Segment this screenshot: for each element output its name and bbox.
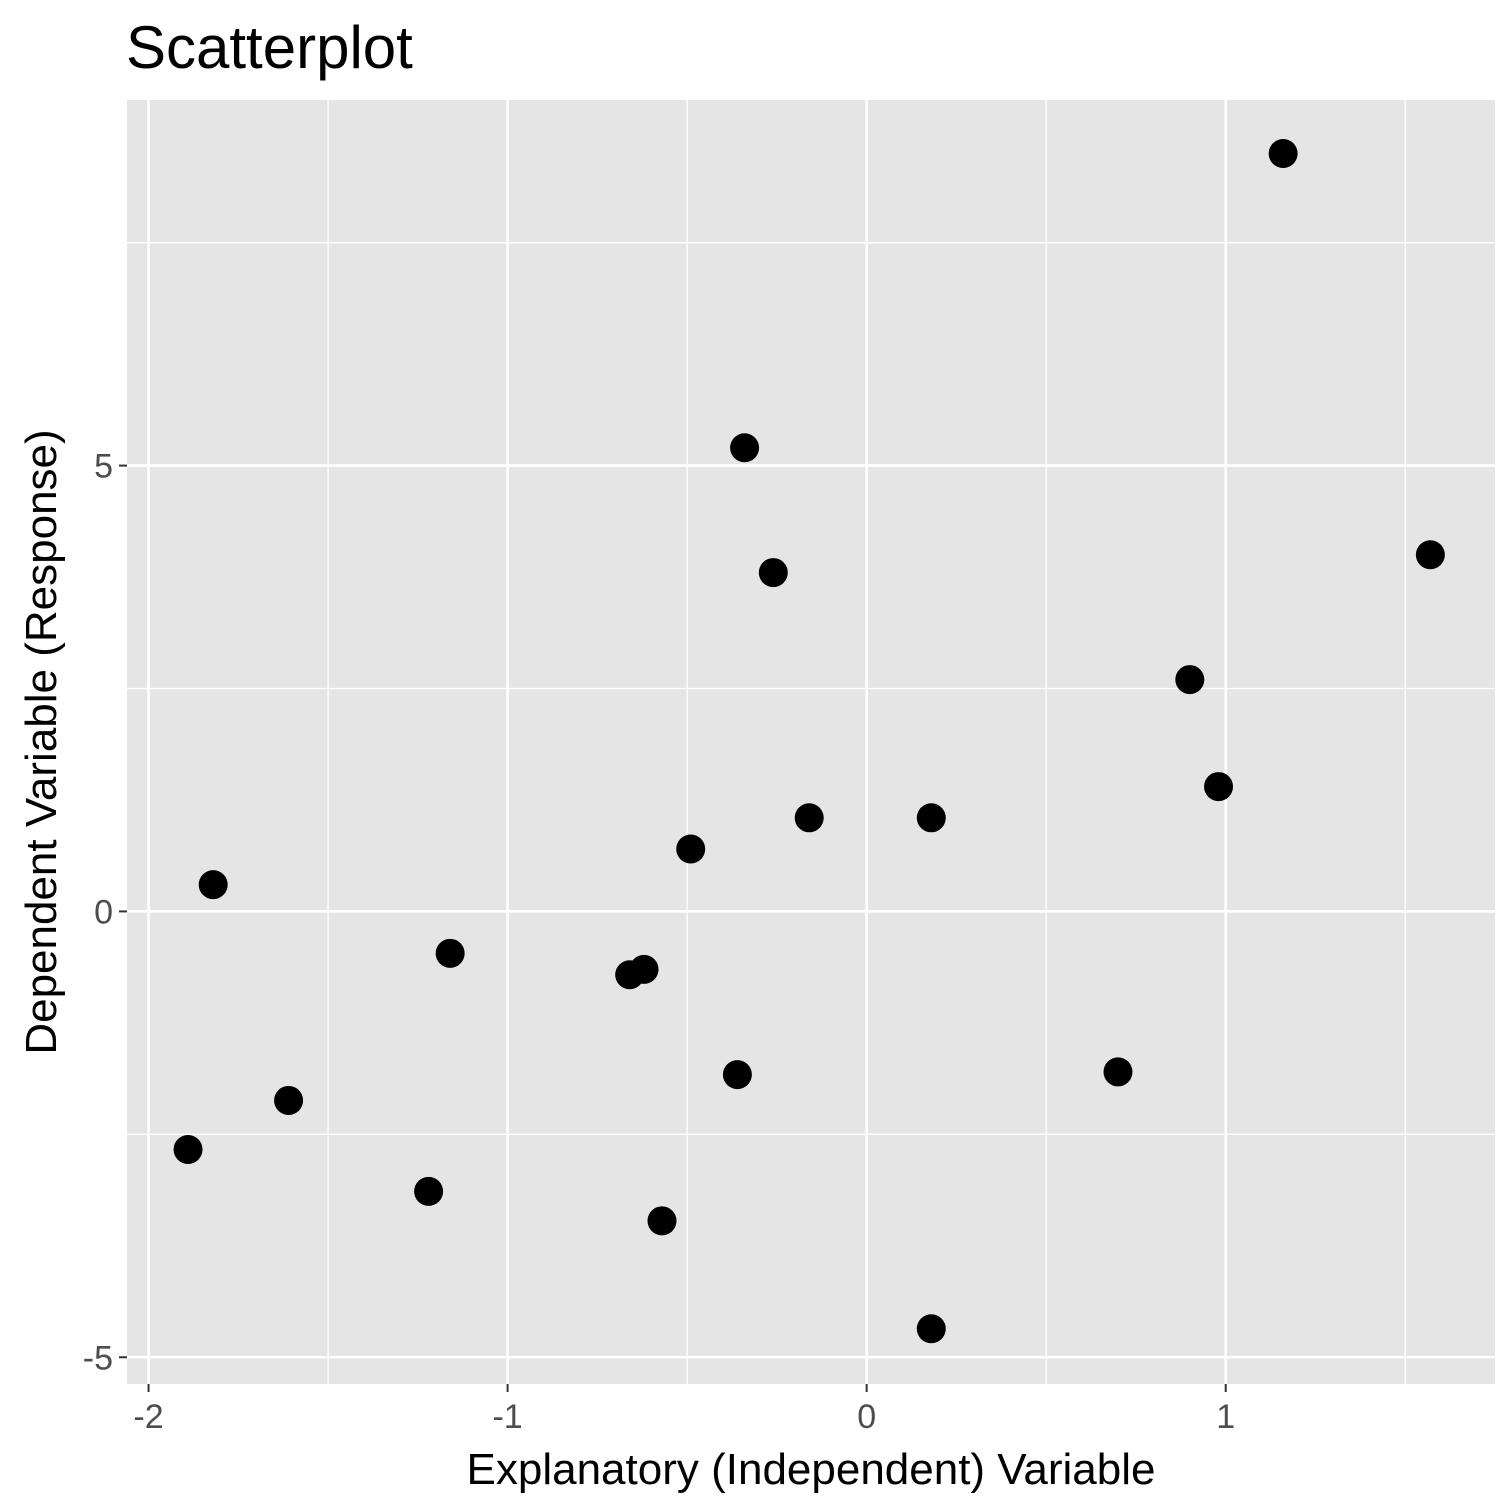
minor-gridlines [127,100,1495,1384]
data-point [173,1134,203,1164]
data-point [1103,1057,1133,1087]
y-axis: -5 0 5 [83,448,127,1377]
plot-panel [127,100,1495,1384]
x-tick-label: -1 [492,1398,522,1436]
x-axis-title: Explanatory (Independent) Variable [467,1445,1156,1494]
data-point [435,938,465,968]
data-points [173,139,1445,1344]
data-point [916,1314,946,1344]
x-tick-label: -2 [133,1398,163,1436]
y-axis-title: Dependent Variable (Response) [17,429,66,1054]
x-axis: -2 -1 0 1 [133,1384,1235,1436]
x-tick-label: 0 [857,1398,876,1436]
data-point [615,960,645,990]
data-point [794,803,824,833]
x-tick-label: 1 [1216,1398,1235,1436]
y-tick-label: -5 [83,1339,113,1377]
data-point [1415,540,1445,570]
data-point [274,1085,304,1115]
data-point [1175,665,1205,695]
y-tick-label: 0 [94,893,113,931]
data-point [676,834,706,864]
data-point [414,1176,444,1206]
data-point [916,803,946,833]
major-gridlines [127,100,1495,1384]
data-point [198,870,228,900]
data-point [647,1206,677,1236]
data-point [1204,772,1234,802]
data-point [722,1060,752,1090]
y-tick-label: 5 [94,448,113,486]
data-point [758,558,788,588]
data-point [730,433,760,463]
data-point [1268,139,1298,168]
chart-title: Scatterplot [126,14,413,81]
